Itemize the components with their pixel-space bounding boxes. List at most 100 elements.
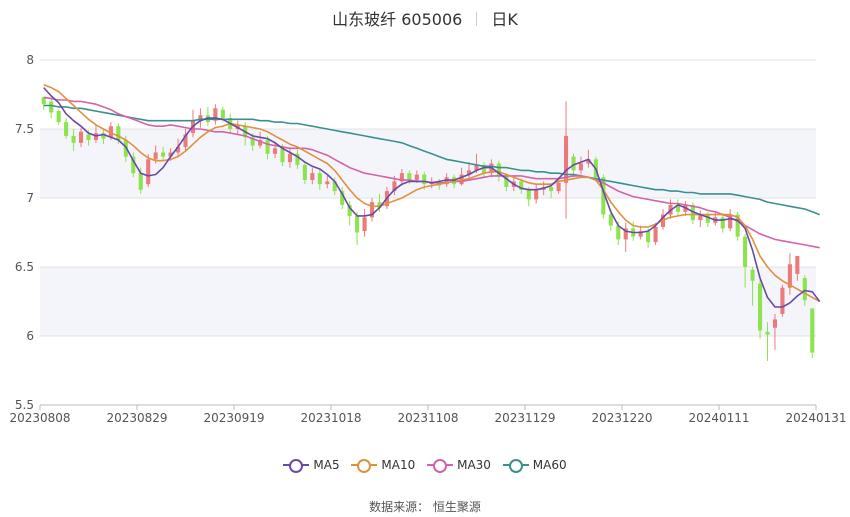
legend-label: MA5: [313, 458, 340, 472]
candle-body: [108, 126, 113, 138]
legend-item-ma60[interactable]: MA60: [502, 458, 567, 473]
candle-body: [534, 189, 539, 200]
candle-body: [131, 156, 136, 174]
candle-body: [198, 115, 203, 121]
ma60-line: [43, 104, 820, 216]
x-tick-label: 20230919: [203, 411, 264, 425]
candle-body: [466, 170, 472, 175]
candle-body: [168, 152, 173, 157]
candle-body: [810, 308, 815, 353]
candle-body: [161, 152, 166, 157]
candle-body: [780, 287, 785, 314]
candle-body: [340, 191, 345, 205]
legend-label: MA60: [532, 458, 567, 472]
legend-item-ma5[interactable]: MA5: [283, 458, 340, 473]
candle-body: [646, 231, 651, 243]
ma60-legend-icon: [502, 458, 529, 473]
candle-body: [362, 217, 367, 232]
candle-body: [369, 202, 375, 218]
ma5-line: [43, 87, 821, 308]
candle-body: [41, 97, 46, 105]
candle-body: [287, 153, 293, 163]
candle-body: [496, 163, 501, 176]
legend: MA5 MA10 MA30 MA60: [0, 458, 850, 475]
grid-lines: [40, 59, 816, 406]
candle-body: [347, 204, 352, 216]
candle-body: [101, 133, 106, 139]
x-tick-label: 20240111: [688, 411, 749, 425]
x-axis: 20230808 20230829 20230919 20231018 20231108…: [9, 404, 847, 425]
candle-body: [392, 181, 397, 192]
candle-body: [265, 140, 270, 154]
ma30-legend-icon: [427, 458, 454, 473]
x-tick-label: 20231018: [300, 411, 361, 425]
candle-body: [563, 135, 569, 183]
legend-label: MA30: [457, 458, 491, 472]
candle-body: [272, 148, 278, 154]
candle-body: [787, 264, 792, 288]
legend-item-ma10[interactable]: MA10: [351, 458, 416, 473]
y-axis: 8 7.5 7 6.5 6 5.5: [15, 53, 34, 412]
candle-body: [743, 236, 748, 267]
candle-body: [332, 181, 337, 192]
candle-body: [735, 214, 740, 237]
x-tick-label: 20231129: [494, 411, 555, 425]
candle-body: [399, 173, 404, 182]
candle-body: [750, 269, 755, 281]
data-source: 数据来源： 恒生聚源: [369, 500, 481, 514]
candle-body: [549, 186, 554, 192]
x-tick-label: 20231108: [397, 411, 458, 425]
candle-body: [377, 202, 382, 208]
candle-body: [586, 159, 591, 164]
candle-body: [616, 225, 621, 240]
ma5-legend-icon: [283, 458, 310, 473]
x-tick-label: 20231220: [591, 411, 652, 425]
candle-body: [526, 189, 531, 200]
candle-body: [355, 215, 360, 233]
candle-body: [772, 319, 778, 328]
y-tick-label: 6: [26, 329, 34, 343]
band-6-6.5: [40, 267, 816, 336]
plot-bands: [40, 129, 816, 336]
candle-body: [280, 148, 285, 163]
y-tick-label: 7.5: [15, 122, 34, 136]
ma10-line: [43, 84, 821, 303]
candle-body: [153, 152, 158, 160]
candle-body: [49, 101, 54, 113]
candle-body: [757, 283, 763, 331]
candle-body: [638, 231, 643, 237]
candle-body: [578, 163, 584, 171]
candle-body: [64, 122, 69, 136]
candle-body: [414, 174, 419, 181]
candle-body: [213, 108, 218, 121]
candle-body: [175, 146, 181, 153]
candle-body: [138, 173, 143, 190]
candle-body: [698, 214, 703, 221]
candle-body: [407, 173, 412, 181]
chart-title: 山东玻纤 605006 日K: [0, 6, 850, 30]
band-7-7.5: [40, 129, 816, 198]
candle-body: [802, 278, 807, 301]
candle-body: [504, 175, 509, 187]
candle-body: [325, 181, 330, 185]
candle-body: [571, 156, 576, 171]
candle-body: [86, 134, 91, 141]
candle-body: [556, 182, 561, 192]
candle-body: [705, 214, 710, 223]
candle-body: [728, 214, 733, 229]
candle-body: [608, 214, 613, 226]
candle-body: [422, 174, 427, 185]
legend-item-ma30[interactable]: MA30: [427, 458, 491, 473]
candle-body: [601, 177, 606, 215]
candle-body: [519, 181, 524, 190]
candle-body: [56, 111, 61, 123]
y-tick-label: 8: [26, 53, 34, 67]
candle-body: [146, 159, 151, 185]
candle-body: [258, 140, 263, 146]
title-divider: [476, 12, 478, 26]
candle-body: [317, 173, 322, 185]
candle-body: [653, 226, 658, 243]
legend-label: MA10: [381, 458, 416, 472]
candle-body: [474, 164, 479, 171]
y-tick-label: 7: [26, 191, 34, 205]
